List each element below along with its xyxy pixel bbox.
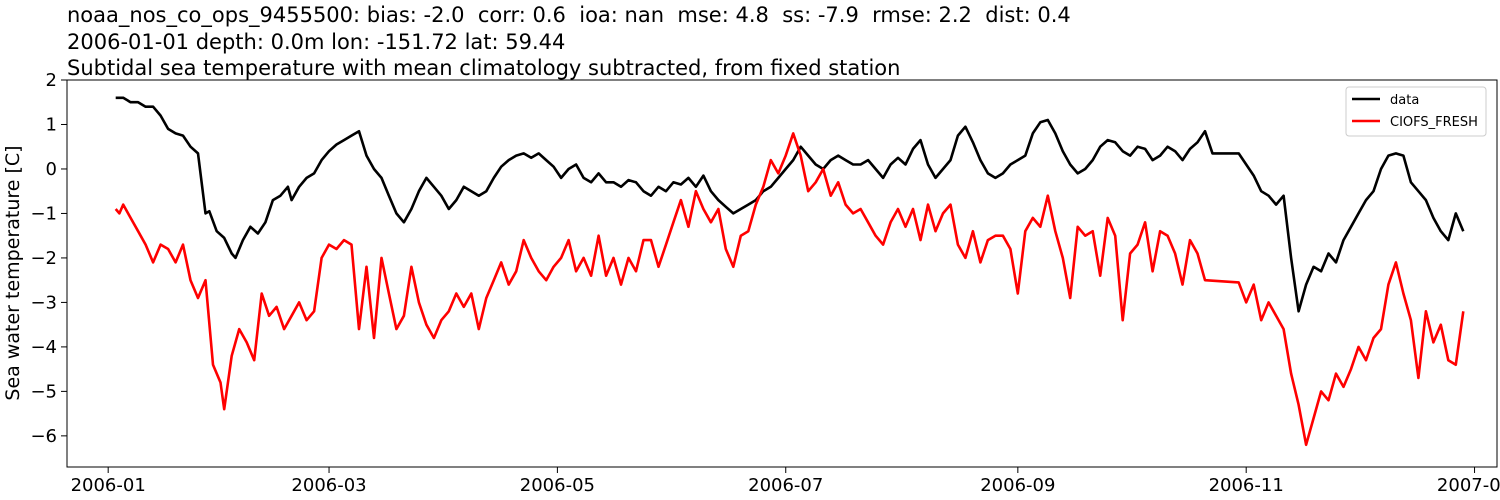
x-tick-label: 2006-03 xyxy=(291,475,366,496)
y-tick-label: −2 xyxy=(30,248,57,269)
y-tick-label: −1 xyxy=(30,203,57,224)
legend-label-data: data xyxy=(1390,93,1419,108)
legend: data CIOFS_FRESH xyxy=(1345,86,1487,137)
legend-box xyxy=(1345,86,1487,137)
y-tick-label: 2 xyxy=(46,70,57,91)
x-tick-label: 2006-07 xyxy=(748,475,823,496)
x-tick-label: 2006-11 xyxy=(1209,475,1284,496)
y-tick-label: −5 xyxy=(30,381,57,402)
series-line-ciofs-fresh xyxy=(114,132,1465,447)
y-tick-label: −6 xyxy=(30,426,57,447)
x-tick-label: 2006-01 xyxy=(71,475,146,496)
y-tick-label: 1 xyxy=(46,114,57,135)
x-tick-label: 2006-05 xyxy=(520,475,595,496)
y-tick-label: −3 xyxy=(30,292,57,313)
chart-title-line-2: 2006-01-01 depth: 0.0m lon: -151.72 lat:… xyxy=(67,30,566,54)
x-tick-label: 2006-09 xyxy=(980,475,1055,496)
chart-title-line-1: noaa_nos_co_ops_9455500: bias: -2.0 corr… xyxy=(67,3,1071,27)
x-axis: 2006-01 2006-03 2006-05 2006-07 2006-09 2006-… xyxy=(71,467,1500,496)
plot-frame xyxy=(66,79,1498,468)
y-axis-label: Sea water temperature [C] xyxy=(2,145,24,400)
plot-lines xyxy=(114,96,1465,447)
series-line-data xyxy=(115,96,1465,313)
legend-label-ciofs-fresh: CIOFS_FRESH xyxy=(1390,115,1478,130)
chart-title-line-3: Subtidal sea temperature with mean clima… xyxy=(67,56,901,80)
y-tick-label: −4 xyxy=(30,337,57,358)
y-tick-label: 0 xyxy=(46,159,57,180)
y-axis: 2 1 0 −1 −2 −3 −4 −5 −6 xyxy=(30,70,67,447)
x-tick-label: 2007-01 xyxy=(1437,475,1500,496)
